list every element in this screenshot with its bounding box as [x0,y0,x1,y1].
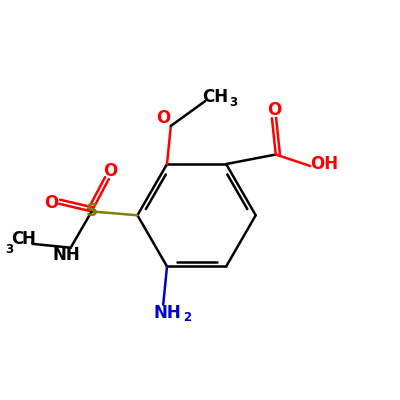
Text: O: O [156,109,170,127]
Text: S: S [86,202,98,220]
Text: 3: 3 [229,96,237,109]
Text: O: O [44,194,58,212]
Text: C: C [11,230,23,248]
Text: OH: OH [310,155,339,173]
Text: H: H [22,230,36,248]
Text: 2: 2 [183,311,191,324]
Text: O: O [267,101,281,119]
Text: O: O [104,162,118,180]
Text: NH: NH [153,304,181,322]
Text: NH: NH [52,246,80,264]
Text: 3: 3 [6,243,14,256]
Text: CH: CH [202,88,228,106]
